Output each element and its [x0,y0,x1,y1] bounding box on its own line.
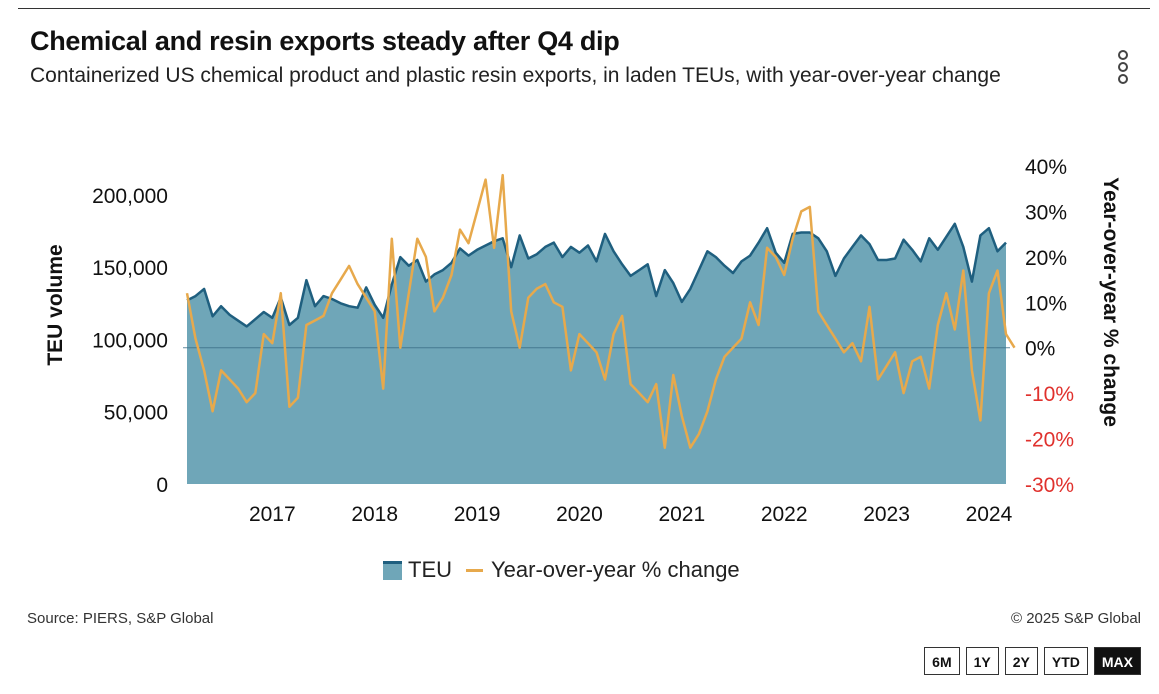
x-tick-label: 2022 [761,503,808,526]
y2-tick-label: 20% [1025,247,1067,270]
range-selector: 6M 1Y 2Y YTD MAX [918,647,1141,675]
y2-tick-label: 40% [1025,156,1067,179]
teu-line [186,222,1007,328]
legend: TEU Year-over-year % change [383,557,754,583]
legend-item-yoy[interactable]: Year-over-year % change [466,557,740,583]
more-vertical-icon[interactable] [1113,50,1133,84]
chart-title: Chemical and resin exports steady after … [30,26,620,56]
range-button-ytd[interactable]: YTD [1043,647,1088,675]
legend-teu-swatch [383,560,402,580]
range-button-2y[interactable]: 2Y [1004,647,1038,675]
y2-tick-label: 30% [1025,201,1067,224]
y2-tick-label: -20% [1025,429,1074,452]
y2-tick-label: 10% [1025,292,1067,315]
x-tick-label: 2021 [658,503,705,526]
x-tick-label: 2023 [863,503,910,526]
x-tick-label: 2018 [351,503,398,526]
legend-teu-label: TEU [408,557,452,582]
range-button-1y[interactable]: 1Y [965,647,999,675]
y-tick-label: 150,000 [92,257,168,280]
x-tick-label: 2019 [454,503,501,526]
plot-area [183,173,1016,485]
range-button-max[interactable]: MAX [1093,647,1141,675]
y-tick-label: 0 [156,474,168,497]
chart-subtitle: Containerized US chemical product and pl… [30,64,1001,87]
axes: 0 50,000 100,000 150,000 200,000 40% 30% 20% 10%… [44,156,1122,526]
range-button-6m[interactable]: 6M [924,647,960,675]
y2-axis-title: Year-over-year % change [1099,177,1122,427]
legend-yoy-label: Year-over-year % change [491,557,740,582]
source-note: Source: PIERS, S&P Global [27,610,214,627]
yoy-line [185,173,1016,449]
legend-yoy-swatch [466,568,483,572]
x-tick-label: 2024 [966,503,1013,526]
legend-item-teu[interactable]: TEU [383,557,452,583]
y-tick-label: 50,000 [104,402,168,425]
top-rule [18,8,1150,9]
x-tick-label: 2020 [556,503,603,526]
y-axis-title: TEU volume [44,244,67,365]
y2-tick-label: 0% [1025,338,1055,361]
y2-tick-label: -30% [1025,474,1074,497]
chart-canvas: 0 50,000 100,000 150,000 200,000 40% 30% 20% 10%… [44,156,1122,526]
y-tick-label: 100,000 [92,329,168,352]
x-tick-label: 2017 [249,503,296,526]
y2-tick-label: -10% [1025,383,1074,406]
y-tick-label: 200,000 [92,185,168,208]
copyright-note: © 2025 S&P Global [1010,610,1141,627]
